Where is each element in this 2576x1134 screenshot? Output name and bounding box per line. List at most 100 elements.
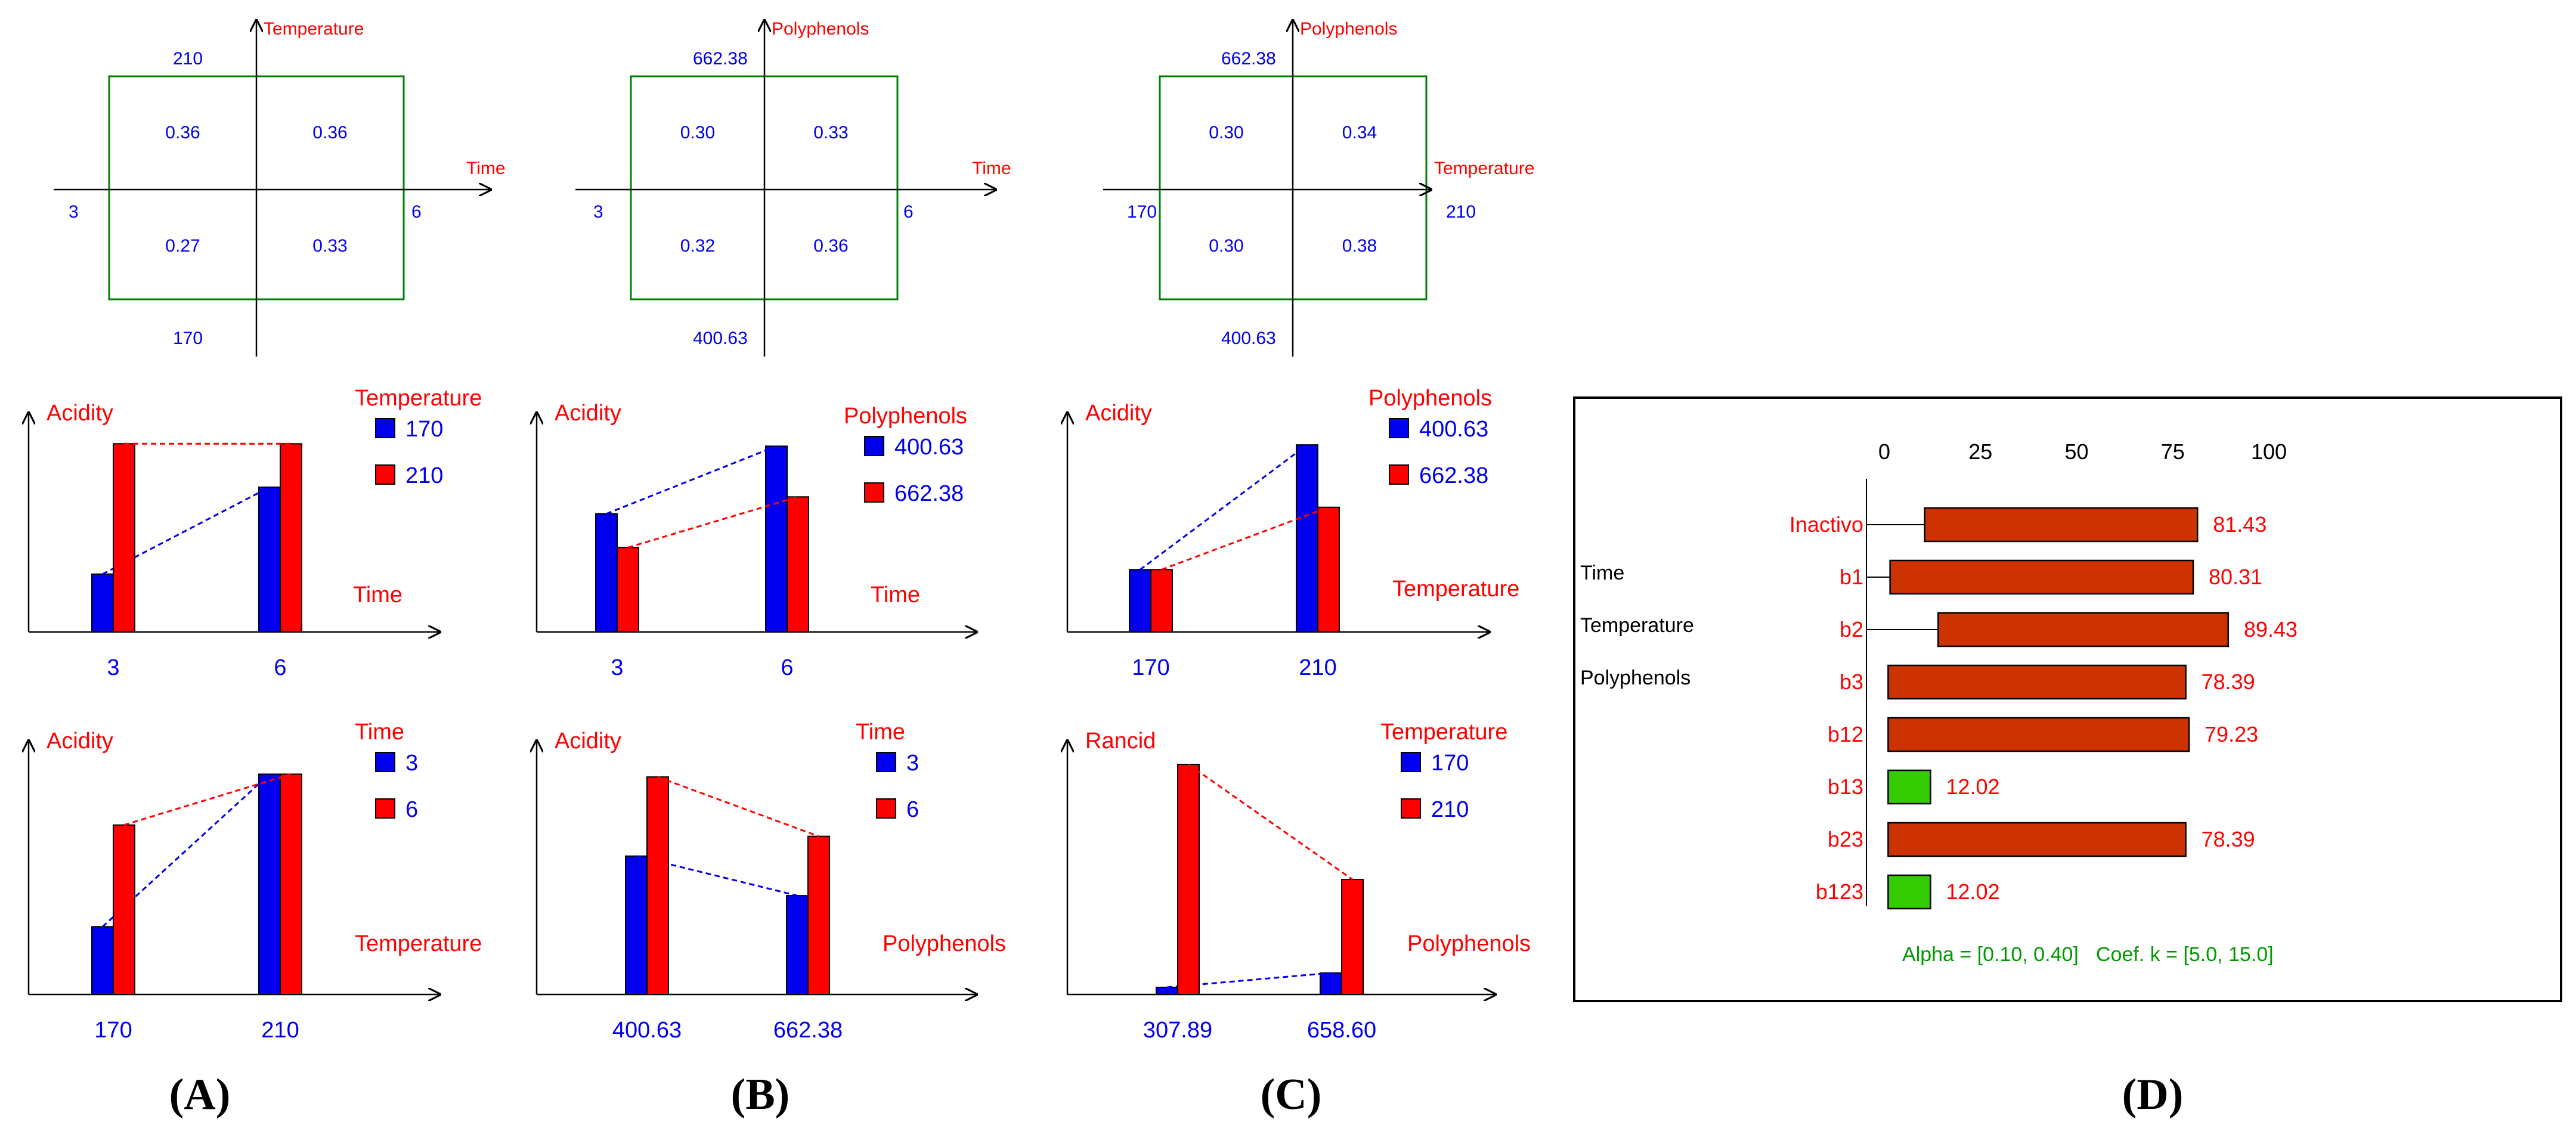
hbar-value-label: 80.31 (2209, 565, 2262, 589)
panel-d-chart: 0 25 50 75 100 Time Temperature Polyphenols Inac… (1573, 396, 2562, 1002)
hbar (1937, 612, 2230, 647)
hbar-value-label: 81.43 (2213, 512, 2267, 537)
legend-label: 170 (1431, 751, 1469, 776)
y-axis-label: Rancid (1085, 729, 1156, 754)
legend-swatch (876, 752, 896, 772)
y-low-label: 170 (173, 329, 203, 348)
x-tick-label: 307.89 (1143, 1018, 1212, 1043)
legend-swatch (1401, 798, 1421, 819)
cell-value-low-high: 0.30 (680, 123, 715, 142)
y-low-label: 400.63 (1221, 329, 1276, 348)
interaction-square-c: Polyphenols Temperature 170 210 662.38 400.63… (1103, 19, 1534, 357)
y-high-label: 210 (173, 49, 203, 69)
bar (113, 824, 135, 995)
cell-value-high-high-low: 0.33 (312, 236, 347, 256)
bar-label: b23 (1828, 827, 1863, 851)
x-axis-label: Time (871, 583, 920, 608)
hbar (1924, 507, 2199, 543)
x-tick-label: 6 (274, 655, 286, 680)
bar-chart-b1: Acidity Time Polyphenols 400.63 662.38 3 6 (537, 401, 978, 680)
bar-label: b12 (1828, 722, 1863, 746)
bar-label: b13 (1828, 774, 1863, 799)
hbar-value-label: 78.39 (2202, 670, 2255, 694)
x-tick-label: 25 (1968, 439, 1992, 464)
legend-swatch (375, 418, 395, 438)
legend-swatch (1389, 418, 1409, 438)
legend-swatch (375, 798, 395, 819)
legend-label: 3 (405, 751, 418, 776)
legend-title: Temperature (1380, 720, 1507, 745)
hbar (1887, 822, 2187, 857)
x-tick-label: 50 (2064, 439, 2088, 464)
bar (1296, 444, 1318, 633)
legend-label: 662.38 (894, 481, 964, 506)
x-low-label: 3 (69, 202, 79, 222)
bar (280, 443, 302, 633)
cell-value-high-high-low: 0.36 (813, 236, 848, 256)
cell-value-high-high: 0.34 (1342, 123, 1377, 142)
x-tick-label: 0 (1878, 439, 1890, 464)
legend-label: 400.63 (894, 435, 964, 460)
hbar (1887, 717, 2190, 752)
bar (258, 773, 281, 996)
bar-label: b3 (1840, 670, 1863, 694)
legend-title: Time (856, 720, 905, 745)
x-tick-label: 210 (261, 1018, 299, 1043)
x-tick-label: 210 (1299, 655, 1336, 680)
bar (625, 855, 648, 996)
bar (646, 776, 669, 995)
y-axis-label: Acidity (47, 401, 113, 426)
legend-label: 6 (906, 797, 919, 822)
y-axis-label: Polyphenols (1300, 19, 1397, 39)
legend-label: 400.63 (1419, 417, 1488, 442)
bar-chart-a1: Acidity Time Temperature 170 210 3 6 (29, 386, 482, 680)
cell-value-high-high-low: 0.38 (1342, 236, 1377, 256)
y-axis-label: Acidity (555, 729, 621, 754)
hbar-value-label: 12.02 (1946, 879, 2000, 904)
cell-value-low-low: 0.27 (165, 236, 200, 256)
cell-value-low-high: 0.30 (1209, 123, 1243, 142)
bar (91, 573, 114, 633)
legend-title: Time (355, 720, 404, 745)
hbar-value-label: 12.02 (1946, 774, 2000, 799)
legend-swatch (1389, 464, 1409, 485)
legend-label: 662.38 (1419, 463, 1488, 488)
bar-label: b123 (1816, 879, 1863, 904)
bar-label: b1 (1840, 565, 1863, 589)
interaction-square-a: Temperature Time 3 6 210 170 0.36 0.36 0.27 0.33 (54, 19, 506, 357)
bar (1150, 569, 1173, 633)
x-axis-label: Polyphenols (883, 931, 1006, 956)
bar (1177, 764, 1200, 995)
y-high-label: 662.38 (693, 49, 748, 69)
x-high-label: 6 (411, 202, 422, 222)
bar (786, 895, 809, 995)
x-axis-label: Temperature (1434, 159, 1534, 178)
bar (617, 547, 639, 633)
x-axis-label: Temperature (355, 931, 482, 956)
bar (91, 926, 114, 996)
interaction-line (627, 495, 798, 549)
legend-swatch (864, 436, 884, 456)
y-axis-label: Acidity (555, 401, 621, 426)
cell-value-low-high: 0.36 (165, 123, 200, 142)
y-high-label: 662.38 (1221, 49, 1276, 69)
bar (1320, 972, 1342, 996)
bar (1317, 506, 1340, 633)
interaction-line (1188, 763, 1353, 881)
panel-letter: (D) (2122, 1070, 2184, 1119)
hbar-value-label: 89.43 (2244, 617, 2298, 642)
hbar (1887, 664, 2187, 700)
y-axis-label: Polyphenols (772, 19, 869, 39)
hbar-value-label: 78.39 (2202, 827, 2255, 851)
x-tick-label: 100 (2251, 439, 2287, 464)
cell-value-low-low: 0.32 (680, 236, 715, 256)
bar-chart-c1: Acidity Temperature Polyphenols 400.63 662.3… (1067, 386, 1519, 680)
bar (787, 496, 809, 633)
x-axis-label: Time (466, 159, 506, 178)
legend-label: 210 (1431, 797, 1469, 822)
panel-letter: (A) (169, 1070, 231, 1119)
cell-value-low-low: 0.30 (1209, 236, 1243, 256)
legend-swatch (1401, 752, 1421, 772)
